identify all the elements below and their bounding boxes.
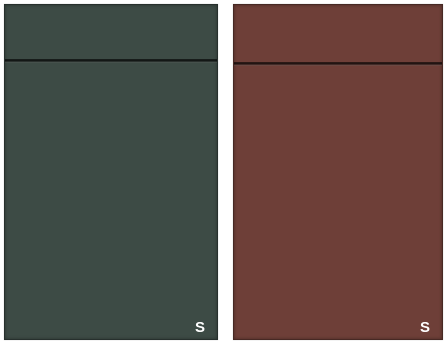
size-badge: S [419, 319, 430, 336]
panel-rail-line [234, 62, 442, 66]
size-badge: S [194, 319, 205, 336]
green-door-panel-swatch[interactable]: S [4, 4, 218, 340]
panel-rail-line [5, 59, 217, 63]
red-door-panel-swatch[interactable]: S [233, 4, 443, 340]
